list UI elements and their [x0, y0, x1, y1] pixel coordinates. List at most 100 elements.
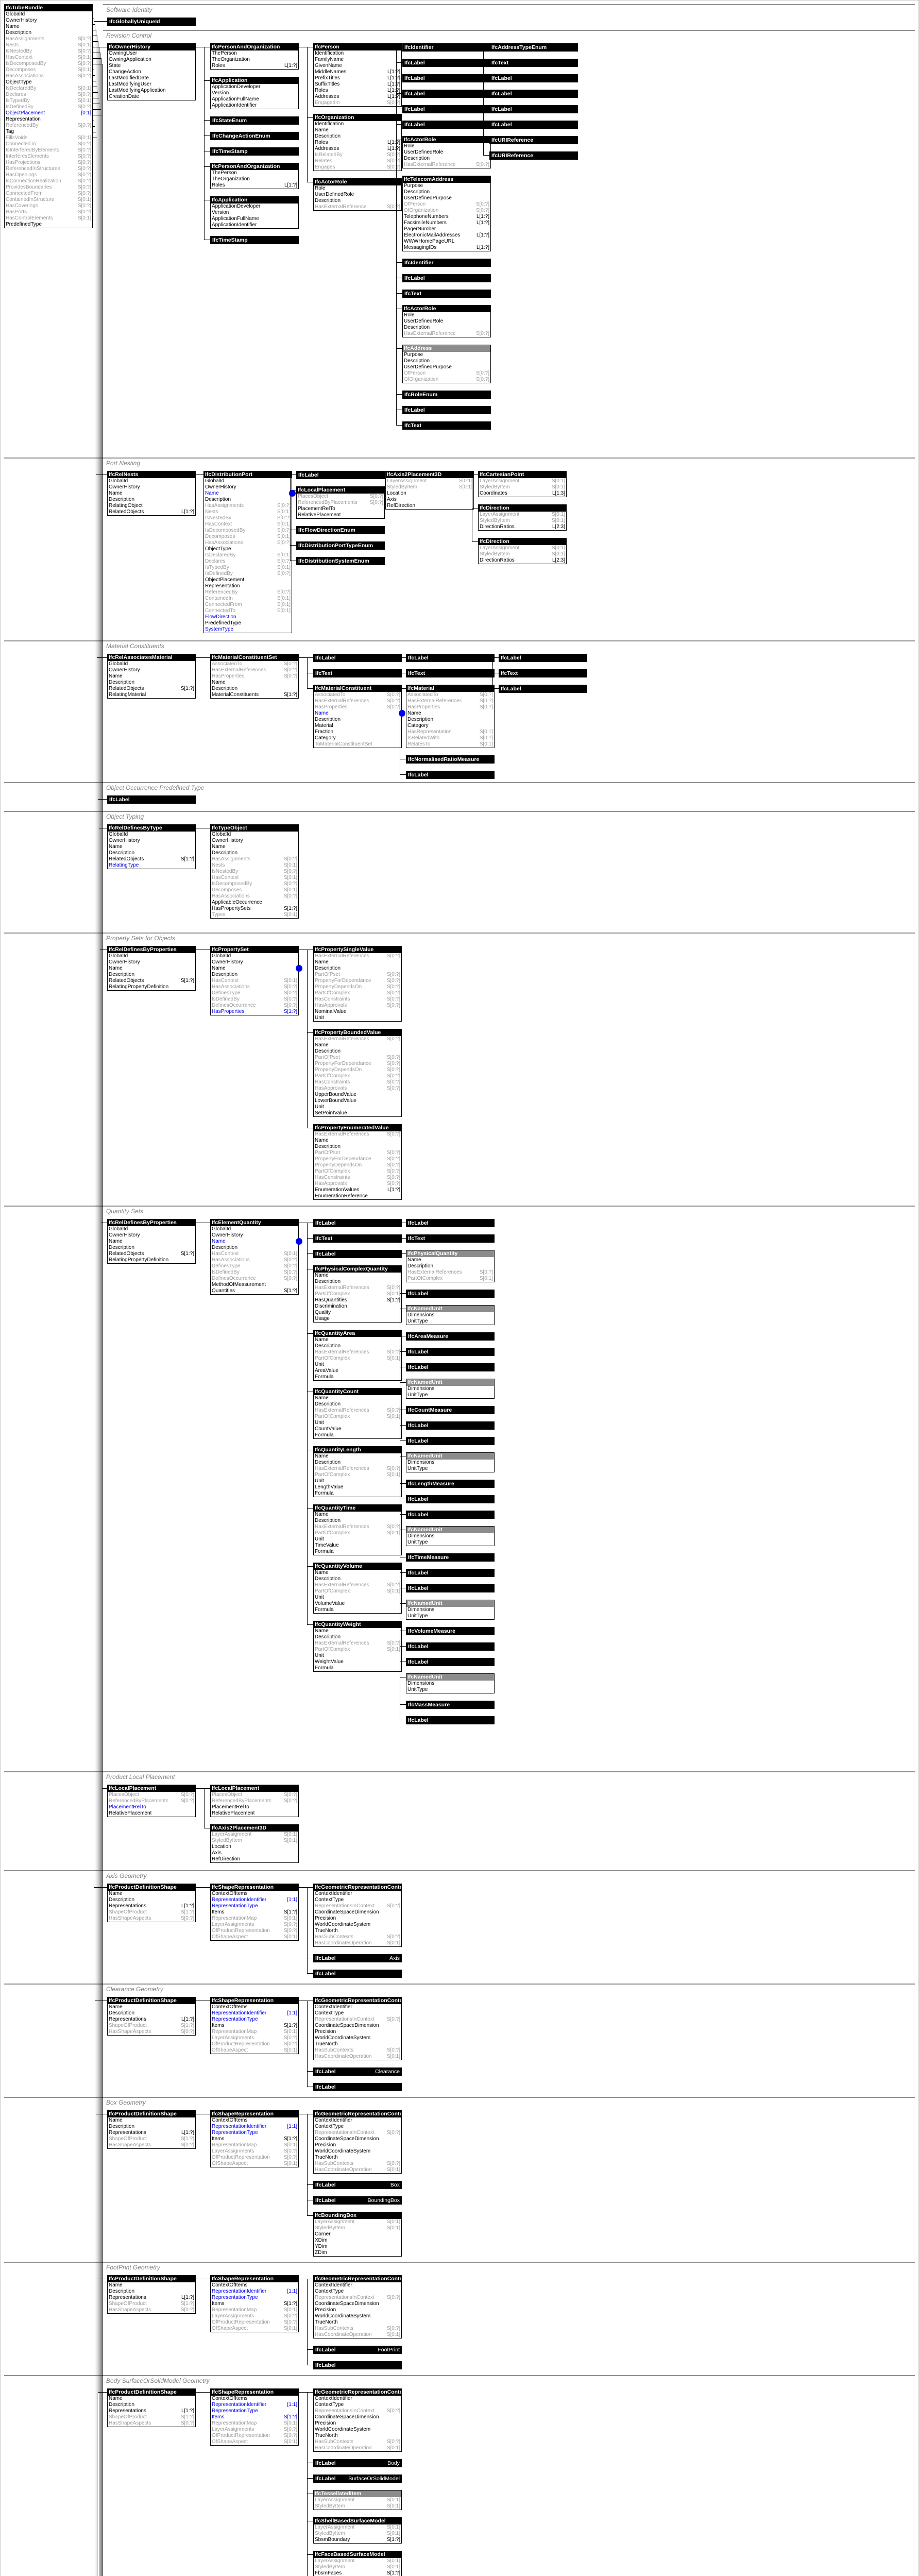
entity-box[interactable]: IfcShapeRepresentation ContextOfItems Repr…: [210, 2275, 299, 2332]
entity-box[interactable]: IfcShapeRepresentation ContextOfItems Repr…: [210, 2388, 299, 2446]
type-bar[interactable]: IfcLabel: [313, 654, 402, 662]
entity-box[interactable]: IfcQuantityCount Name Description HasExtern…: [313, 1388, 402, 1439]
entity-box[interactable]: IfcGeometricRepresentationContext Context…: [313, 2388, 402, 2452]
type-bar[interactable]: IfcIdentifier: [402, 43, 491, 52]
entity-box[interactable]: IfcAddress Purpose Description UserDefinedP…: [402, 345, 491, 383]
entity-box[interactable]: IfcActorRole Role UserDefinedRole Descripti…: [402, 136, 491, 168]
type-bar[interactable]: IfcAreaMeasure: [406, 1332, 495, 1341]
entity-box[interactable]: IfcGeometricRepresentationContext Context…: [313, 1884, 402, 1947]
entity-box[interactable]: IfcMaterialConstituent AssociatedTo S[0:?]…: [313, 685, 405, 748]
type-bar[interactable]: IfcLabel: [406, 1437, 495, 1445]
entity-box[interactable]: IfcProductDefinitionShape Name Description…: [107, 2275, 196, 2314]
entity-box[interactable]: IfcFaceBasedSurfaceModel LayerAssignment S…: [313, 2551, 402, 2576]
type-bar[interactable]: IfcLabel: [406, 1642, 495, 1651]
type-bar[interactable]: IfcLabel: [406, 1495, 495, 1503]
entity-box[interactable]: IfcLocalPlacement PlacesObject S[0:?] Refer…: [210, 1785, 299, 1817]
entity-box[interactable]: IfcPerson Identification FamilyName GivenNa…: [313, 43, 402, 107]
type-bar[interactable]: IfcAddressTypeEnum: [489, 43, 578, 52]
type-bar[interactable]: IfcText: [402, 421, 491, 430]
type-bar[interactable]: IfcText: [499, 669, 587, 677]
entity-box[interactable]: IfcAxis2Placement3D LayerAssignment S[0:1]…: [385, 471, 474, 510]
type-bar[interactable]: IfcURIReference: [489, 136, 578, 144]
type-bar[interactable]: IfcLabel: [489, 105, 578, 113]
type-bar[interactable]: IfcLabel: [296, 471, 385, 479]
entity-box[interactable]: IfcLocalPlacement PlacesObject S[0:?] Refer…: [107, 1785, 196, 1817]
entity-box[interactable]: IfcPersonAndOrganization ThePerson TheOrga…: [210, 43, 299, 70]
entity-box[interactable]: IfcProductDefinitionShape Name Description…: [107, 2388, 196, 2427]
entity-box[interactable]: IfcPropertyBoundedValue HasExternalRefere…: [313, 1029, 402, 1117]
type-bar[interactable]: IfcMassMeasure: [406, 1701, 495, 1709]
type-bar[interactable]: IfcLabel: [406, 1421, 495, 1430]
type-bar[interactable]: IfcLengthMeasure: [406, 1480, 495, 1488]
type-bar[interactable]: IfcLabel: [313, 1219, 402, 1227]
entity-box[interactable]: IfcPhysicalQuantity Name Description HasExt…: [406, 1250, 495, 1282]
entity-box[interactable]: IfcOwnerHistory OwningUser OwningApplicati…: [107, 43, 196, 100]
type-bar[interactable]: IfcLabel: [406, 1219, 495, 1227]
type-bar[interactable]: IfcLabel Clearance: [313, 2067, 402, 2076]
entity-box[interactable]: IfcQuantityLength Name Description HasExter…: [313, 1446, 402, 1497]
entity-box[interactable]: IfcActorRole Role UserDefinedRole Descripti…: [313, 178, 402, 211]
type-bar[interactable]: IfcDistributionPortTypeEnum: [296, 541, 385, 550]
entity-box[interactable]: IfcShellBasedSurfaceModel LayerAssignment…: [313, 2517, 402, 2544]
entity-box[interactable]: IfcGeometricRepresentationContext Context…: [313, 2275, 402, 2338]
entity-box[interactable]: IfcApplication ApplicationDeveloper Versio…: [210, 196, 299, 229]
type-bar[interactable]: IfcText: [313, 1234, 402, 1243]
entity-box[interactable]: IfcDirection LayerAssignment S[0:1] StyledB…: [478, 504, 567, 531]
type-bar[interactable]: IfcLabel: [406, 1716, 495, 1724]
type-bar[interactable]: IfcDistributionSystemEnum: [296, 557, 385, 565]
entity-box[interactable]: IfcTubeBundle GlobalId OwnerHistory Name Des…: [4, 4, 93, 228]
type-bar[interactable]: IfcText: [406, 1234, 495, 1243]
type-bar[interactable]: IfcTimeStamp: [210, 236, 299, 244]
entity-box[interactable]: IfcProductDefinitionShape Name Description…: [107, 1884, 196, 1922]
entity-box[interactable]: IfcQuantityArea Name Description HasExterna…: [313, 1330, 402, 1381]
entity-box[interactable]: IfcRelDefinesByProperties GlobalId OwnerHi…: [107, 1219, 196, 1264]
type-bar[interactable]: IfcLabel: [402, 90, 491, 98]
type-bar[interactable]: IfcGloballyUniqueId: [107, 18, 196, 26]
entity-box[interactable]: IfcOrganization Identification Name Descrip…: [313, 114, 402, 171]
entity-box[interactable]: IfcTypeObject GlobalId OwnerHistory Name Des…: [210, 824, 299, 919]
entity-box[interactable]: IfcShapeRepresentation ContextOfItems Repr…: [210, 1884, 299, 1941]
entity-box[interactable]: IfcNamedUnit Dimensions UnitType: [406, 1379, 495, 1399]
entity-box[interactable]: IfcGeometricRepresentationContext Context…: [313, 1997, 402, 2060]
entity-box[interactable]: IfcNamedUnit Dimensions UnitType: [406, 1673, 495, 1693]
type-bar[interactable]: IfcLabel Body: [313, 2459, 402, 2467]
entity-box[interactable]: IfcNamedUnit Dimensions UnitType: [406, 1600, 495, 1620]
type-bar[interactable]: IfcText: [402, 290, 491, 298]
type-bar[interactable]: IfcLabel Box: [313, 2181, 402, 2189]
entity-box[interactable]: IfcElementQuantity GlobalId OwnerHistory Na…: [210, 1219, 302, 1295]
entity-box[interactable]: IfcAxis2Placement3D LayerAssignment S[0:1]…: [210, 1824, 299, 1863]
entity-box[interactable]: IfcDirection LayerAssignment S[0:1] StyledB…: [478, 538, 567, 564]
entity-box[interactable]: IfcRelNests GlobalId OwnerHistory Name Descr…: [107, 471, 196, 516]
type-bar[interactable]: IfcLabel: [499, 654, 587, 662]
type-bar[interactable]: IfcLabel: [406, 1290, 495, 1298]
type-bar[interactable]: IfcCountMeasure: [406, 1406, 495, 1414]
entity-box[interactable]: IfcShapeRepresentation ContextOfItems Repr…: [210, 2110, 299, 2167]
entity-box[interactable]: IfcProductDefinitionShape Name Description…: [107, 2110, 196, 2149]
entity-box[interactable]: IfcLocalPlacement PlacesObject S[0:?] Refer…: [296, 486, 385, 519]
entity-box[interactable]: IfcProductDefinitionShape Name Description…: [107, 1997, 196, 2036]
type-bar[interactable]: IfcChangeActionEnum: [210, 132, 299, 140]
type-bar[interactable]: IfcLabel: [402, 274, 491, 282]
entity-box[interactable]: IfcShapeRepresentation ContextOfItems Repr…: [210, 1997, 299, 2054]
entity-box[interactable]: IfcNamedUnit Dimensions UnitType: [406, 1526, 495, 1546]
entity-box[interactable]: IfcNamedUnit Dimensions UnitType: [406, 1452, 495, 1472]
type-bar[interactable]: IfcLabel: [402, 105, 491, 113]
entity-box[interactable]: IfcTelecomAddress Purpose Description UserD…: [402, 176, 491, 251]
entity-box[interactable]: IfcMaterial AssociatedTo S[0:?] HasExternal…: [406, 685, 495, 748]
type-bar[interactable]: IfcLabel FootPrint: [313, 2346, 402, 2354]
type-bar[interactable]: IfcURIReference: [489, 151, 578, 160]
entity-box[interactable]: IfcRelDefinesByType GlobalId OwnerHistory N…: [107, 824, 196, 869]
type-bar[interactable]: IfcLabel: [489, 90, 578, 98]
type-bar[interactable]: IfcLabel: [406, 1363, 495, 1371]
entity-box[interactable]: IfcQuantityTime Name Description HasExterna…: [313, 1504, 402, 1555]
entity-box[interactable]: IfcApplication ApplicationDeveloper Versio…: [210, 77, 299, 109]
entity-box[interactable]: IfcNamedUnit Dimensions UnitType: [406, 1305, 495, 1325]
entity-box[interactable]: IfcRelAssociatesMaterial GlobalId OwnerHis…: [107, 654, 196, 699]
entity-box[interactable]: IfcRelDefinesByProperties GlobalId OwnerHi…: [107, 946, 196, 991]
entity-box[interactable]: IfcTessellatedItem LayerAssignment S[0:1] S…: [313, 2490, 402, 2510]
type-bar[interactable]: IfcRoleEnum: [402, 391, 491, 399]
type-bar[interactable]: IfcLabel: [107, 795, 196, 804]
type-bar[interactable]: IfcLabel Axis: [313, 1954, 402, 1962]
entity-box[interactable]: IfcPersonAndOrganization ThePerson TheOrga…: [210, 163, 299, 189]
type-bar[interactable]: IfcTimeStamp: [210, 147, 299, 156]
